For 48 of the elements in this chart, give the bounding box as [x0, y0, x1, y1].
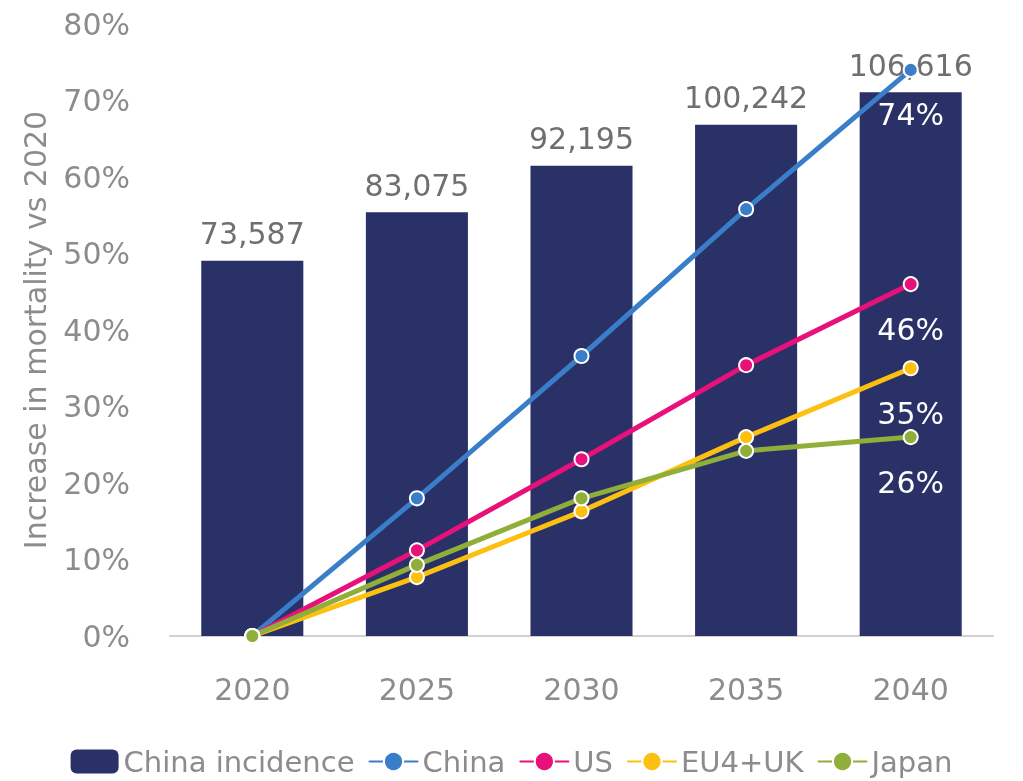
point — [573, 348, 590, 365]
bar — [859, 92, 962, 636]
point — [902, 429, 919, 446]
data-label: 35% — [877, 395, 945, 431]
data-label: 74% — [877, 97, 945, 133]
y-tick-label: 40% — [63, 312, 130, 348]
point — [573, 451, 590, 468]
data-label: 100,242 — [684, 80, 809, 116]
point — [902, 360, 919, 377]
y-tick-label: 70% — [63, 83, 130, 118]
point — [573, 490, 590, 507]
data-label: 46% — [877, 311, 945, 347]
y-tick-label: 0% — [82, 618, 130, 654]
y-tick-label: 60% — [63, 159, 130, 195]
x-tick-label: 2030 — [543, 671, 620, 707]
x-tick-label: 2035 — [707, 671, 785, 707]
point — [408, 542, 425, 559]
point — [738, 357, 755, 374]
y-tick-label: 10% — [63, 542, 130, 577]
data-label: 83,075 — [364, 167, 470, 203]
y-axis-title: Increase in mortality vs 2020 — [17, 110, 53, 550]
data-label: 106,616 — [848, 47, 973, 83]
bar — [201, 260, 304, 636]
legend-label: Japan — [869, 744, 953, 779]
legend-label: China incidence — [123, 744, 355, 779]
legend-label: China — [422, 744, 506, 779]
data-label: 92,195 — [529, 121, 634, 157]
point — [902, 276, 919, 293]
legend-label: US — [573, 744, 613, 779]
point — [408, 490, 425, 507]
point — [738, 429, 755, 446]
point — [573, 503, 590, 520]
bar — [695, 124, 798, 636]
x-tick-label: 2025 — [378, 671, 456, 707]
point — [738, 201, 755, 218]
y-tick-label: 80% — [63, 6, 130, 42]
bar — [365, 212, 468, 636]
y-tick-label: 30% — [63, 389, 130, 424]
x-tick-label: 2040 — [872, 671, 949, 707]
legend-label: EU4+UK — [680, 744, 805, 779]
data-label: 26% — [877, 464, 945, 500]
point — [408, 556, 425, 573]
y-tick-label: 50% — [63, 236, 130, 271]
x-tick-label: 2020 — [214, 671, 291, 707]
point — [738, 442, 755, 459]
data-label: 73,587 — [199, 216, 305, 252]
bar — [530, 165, 633, 636]
y-tick-label: 20% — [63, 465, 130, 501]
